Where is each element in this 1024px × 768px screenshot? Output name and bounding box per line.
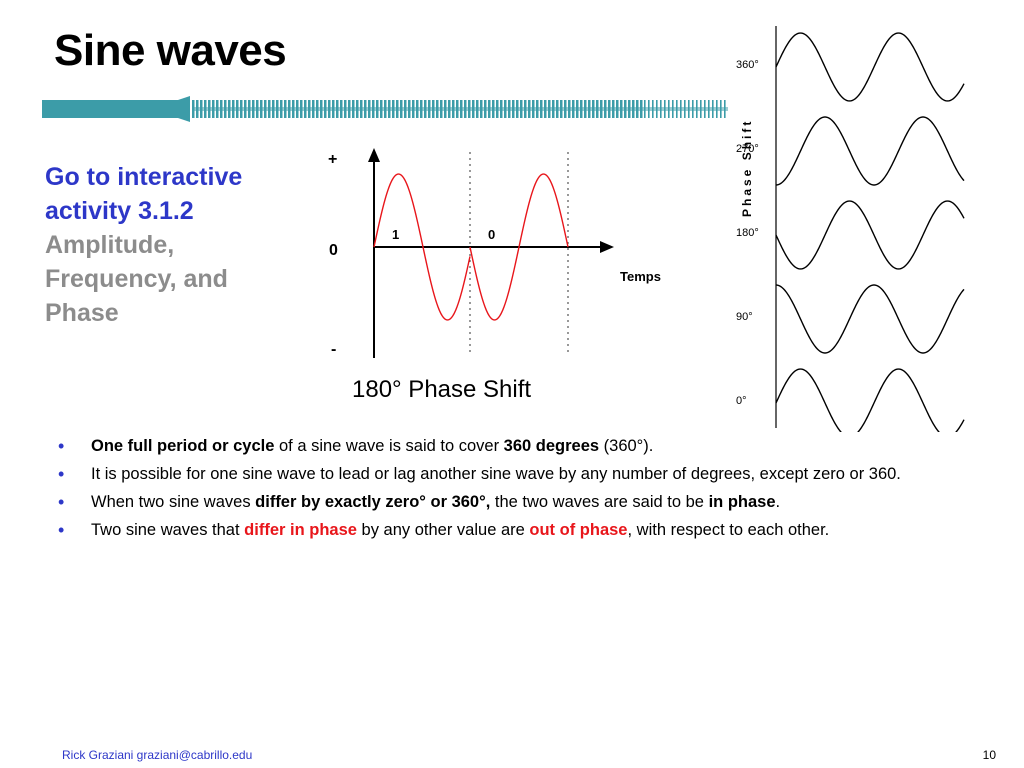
phase-label-180: 180° [736, 227, 759, 239]
activity-link-line-2[interactable]: activity 3.1.2 [45, 197, 194, 225]
activity-subtitle-line-1: Amplitude, [45, 231, 175, 259]
plus-label: + [328, 151, 337, 168]
phase-wave-0 [775, 368, 965, 432]
diagram-caption: 180° Phase Shift [352, 376, 532, 403]
activity-note: Go to interactive activity 3.1.2 Amplitu… [45, 160, 305, 330]
time-axis-label: Temps [620, 269, 661, 284]
phase-label-90: 90° [736, 311, 753, 323]
wave-1-trace [373, 173, 471, 321]
activity-subtitle-line-3: Phase [45, 299, 119, 327]
phase-label-270: 270° [736, 143, 759, 155]
time-axis-arrow [600, 241, 614, 253]
phase-wave-270 [775, 116, 965, 186]
phase-wave-180 [775, 200, 965, 270]
zero-label: 0 [329, 242, 338, 259]
page-number: 10 [982, 748, 996, 762]
bullet-list: One full period or cycle of a sine wave … [58, 436, 998, 548]
phase-shift-diagram: + 0 - 1 0 Temps [312, 138, 700, 370]
wave-1-label: 1 [392, 227, 399, 242]
vertical-axis-arrow [368, 148, 380, 162]
phase-wave-360 [775, 32, 965, 102]
bullet-item: Two sine waves that differ in phase by a… [58, 520, 998, 541]
minus-label: - [331, 341, 336, 358]
activity-link-line-1[interactable]: Go to interactive [45, 163, 243, 191]
phase-shift-axis-title: Phase Shift [740, 119, 754, 217]
bullet-item: It is possible for one sine wave to lead… [58, 464, 998, 485]
wave-2-trace [469, 173, 569, 321]
phase-label-0: 0° [736, 395, 747, 407]
bullet-item: When two sine waves differ by exactly ze… [58, 492, 998, 513]
bullet-item: One full period or cycle of a sine wave … [58, 436, 998, 457]
phase-wave-90 [775, 284, 965, 354]
slide-title: Sine waves [54, 26, 287, 75]
activity-subtitle-line-2: Frequency, and [45, 265, 228, 293]
footer-author: Rick Graziani graziani@cabrillo.edu [62, 748, 253, 762]
decorative-header-bar [42, 96, 728, 122]
phase-shift-comparison: Phase Shift 360° 270° 180° 90° 0° [736, 26, 965, 432]
wave-2-label: 0 [488, 227, 495, 242]
phase-label-360: 360° [736, 59, 759, 71]
